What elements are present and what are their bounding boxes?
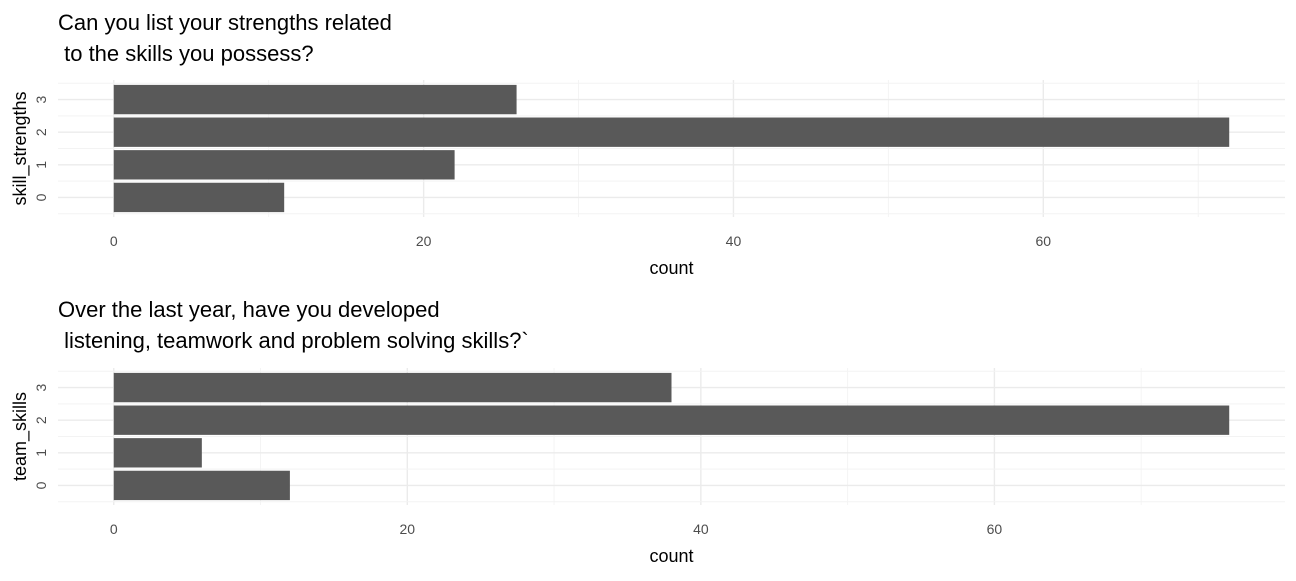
- y-tick-label: 3: [33, 383, 49, 391]
- bar-skill_strengths-3: [113, 84, 517, 115]
- x-tick-label: 20: [400, 521, 416, 537]
- y-tick-label: 0: [33, 193, 49, 201]
- bar-skill_strengths-2: [113, 117, 1230, 147]
- x-tick-label: 20: [416, 233, 432, 249]
- bar-team_skills-3: [113, 372, 672, 403]
- y-tick-label: 1: [33, 161, 49, 169]
- bar-team_skills-2: [113, 405, 1230, 435]
- bar-skill_strengths-1: [113, 150, 455, 180]
- y-tick-label: 1: [33, 449, 49, 457]
- bar-team_skills-1: [113, 438, 202, 468]
- chart-title-line-1: Over the last year, have you developed: [58, 297, 440, 322]
- y-tick-label: 2: [33, 128, 49, 136]
- chart-panel-1: Can you list your strengths related to t…: [10, 10, 1285, 278]
- y-axis-title: skill_strengths: [10, 91, 31, 205]
- x-tick-label: 0: [110, 521, 118, 537]
- x-axis-title: count: [649, 546, 693, 566]
- x-tick-label: 0: [110, 233, 118, 249]
- y-axis-title: team_skills: [10, 392, 31, 481]
- chart-title-line-2: to the skills you possess?: [58, 41, 314, 66]
- chart-panel-2: Over the last year, have you developed l…: [10, 297, 1285, 566]
- chart-title-line-1: Can you list your strengths related: [58, 10, 392, 35]
- x-tick-label: 40: [726, 233, 742, 249]
- x-tick-label: 60: [1036, 233, 1052, 249]
- chart-title-line-2: listening, teamwork and problem solving …: [58, 328, 529, 353]
- bar-team_skills-0: [113, 470, 290, 501]
- x-tick-label: 40: [693, 521, 709, 537]
- x-tick-label: 60: [987, 521, 1003, 537]
- x-axis-title: count: [649, 258, 693, 278]
- y-tick-label: 2: [33, 416, 49, 424]
- y-tick-label: 3: [33, 95, 49, 103]
- bar-skill_strengths-0: [113, 182, 285, 213]
- y-tick-label: 0: [33, 481, 49, 489]
